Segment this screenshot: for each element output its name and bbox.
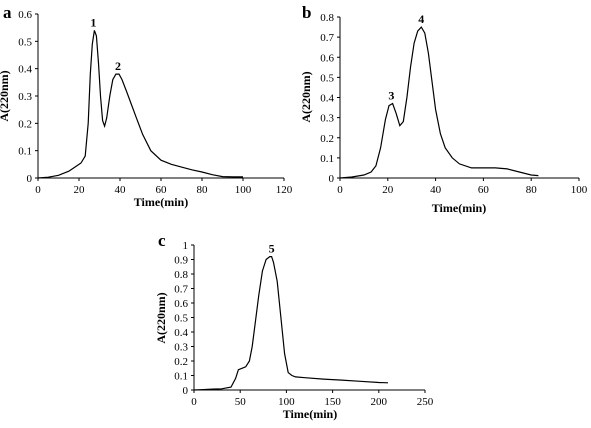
y-tick-label-c: 0 [183,385,189,397]
x-tick-label-c: 150 [324,396,341,408]
x-tick-label-c: 250 [417,396,434,408]
chromatogram-line-c [193,256,389,391]
y-tick-label-c: 1 [183,240,189,252]
x-tick-label-c: 200 [371,396,388,408]
x-axis-title-a: Time(min) [134,195,188,209]
chromatogram-line-a [37,30,243,179]
y-tick-label-c: 0.9 [174,255,188,267]
x-tick-label-b: 100 [571,184,588,196]
y-tick-label-b: 0.3 [320,113,334,125]
x-tick-label-c: 100 [278,396,295,408]
chromatogram-line-b [339,26,539,179]
y-tick-label-c: 0.6 [174,298,188,310]
peak-label-4: 4 [418,12,424,26]
y-tick-label-b: 0 [329,173,335,185]
panel-a: a Time(min) A(220nm) 0 0.1 0.2 0.3 0.4 0.5 0.6… [0,3,293,209]
y-tick-label-c: 0.5 [174,313,188,325]
y-tick-label-a: 0.5 [18,36,32,48]
x-tick-label-c: 0 [191,396,197,408]
y-axis-title-a: A(220nm) [0,70,11,121]
x-tick-label-a: 100 [235,184,252,196]
peak-label-1: 1 [90,15,96,29]
x-tick-label-b: 40 [430,184,442,196]
x-tick-label-a: 20 [74,184,86,196]
x-tick-label-b: 80 [526,184,538,196]
y-tick-label-c: 0.2 [174,356,188,368]
y-tick-label-a: 0 [27,173,33,185]
x-axis-title-b: Time(min) [432,201,486,215]
y-tick-label-a: 0.6 [18,9,32,21]
y-tick-label-c: 0.7 [174,284,188,296]
panel-label-c: c [158,231,166,250]
x-tick-label-a: 40 [115,184,127,196]
y-tick-label-b: 0.5 [320,72,334,84]
panel-c: c Time(min) A(220nm) 0 0.1 0.2 0.3 0.4 0.5 0.6… [154,231,434,421]
x-tick-label-a: 0 [35,184,41,196]
x-axis-title-c: Time(min) [283,407,337,421]
y-axis-title-c: A(220nm) [154,292,168,343]
panel-label-b: b [302,3,311,22]
y-tick-label-a: 0.3 [18,91,32,103]
y-axis-title-b: A(220nm) [299,71,313,122]
peak-label-5: 5 [269,242,275,256]
y-tick-label-c: 0.3 [174,342,188,354]
y-tick-label-a: 0.4 [18,64,32,76]
panel-b: b Time(min) A(220nm) 0 0.1 0.2 0.3 0.4 0.5 0.6… [299,3,588,215]
x-tick-label-b: 0 [337,184,343,196]
x-tick-label-a: 80 [197,184,209,196]
y-tick-label-b: 0.1 [320,153,334,165]
y-tick-label-a: 0.2 [18,118,32,130]
y-tick-label-b: 0.8 [320,12,334,24]
peak-label-2: 2 [115,59,121,73]
y-tick-label-b: 0.4 [320,93,334,105]
y-tick-label-b: 0.7 [320,32,334,44]
x-tick-label-b: 60 [478,184,490,196]
y-tick-label-c: 0.1 [174,371,188,383]
panel-label-a: a [3,3,12,22]
y-tick-label-b: 0.6 [320,52,334,64]
y-tick-label-c: 0.4 [174,327,188,339]
peak-label-3: 3 [388,89,394,103]
y-tick-label-c: 0.8 [174,269,188,281]
x-tick-label-a: 60 [156,184,168,196]
y-tick-label-b: 0.2 [320,133,334,145]
x-tick-label-c: 50 [235,396,247,408]
x-tick-label-a: 120 [276,184,293,196]
y-tick-label-a: 0.1 [18,146,32,158]
x-tick-label-b: 20 [382,184,394,196]
